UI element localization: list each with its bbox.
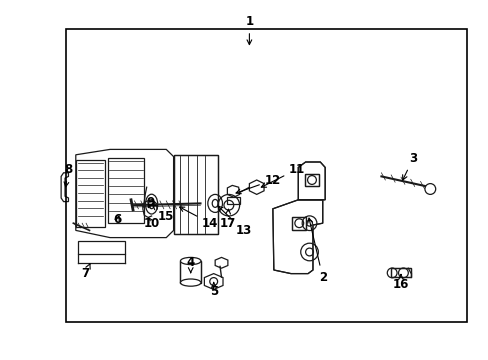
Text: 9: 9 — [146, 196, 154, 209]
Text: 16: 16 — [392, 275, 408, 291]
Text: 6: 6 — [113, 213, 121, 226]
Bar — [390, 268, 410, 277]
Bar — [76, 160, 105, 227]
Bar — [107, 158, 144, 223]
Ellipse shape — [180, 257, 201, 265]
Bar — [66, 29, 466, 322]
Bar — [173, 155, 217, 234]
Text: 5: 5 — [210, 282, 218, 298]
Text: 15: 15 — [152, 205, 174, 222]
Bar — [180, 261, 201, 283]
Polygon shape — [298, 162, 325, 200]
Polygon shape — [272, 200, 322, 274]
Text: 17: 17 — [219, 209, 235, 230]
Bar — [227, 197, 239, 204]
Text: 1: 1 — [245, 15, 253, 45]
Text: 3: 3 — [402, 152, 416, 180]
Text: 13: 13 — [218, 206, 251, 237]
Ellipse shape — [424, 184, 435, 194]
Ellipse shape — [180, 279, 201, 286]
Bar — [292, 217, 305, 230]
Text: 2: 2 — [307, 218, 326, 284]
Text: 14: 14 — [179, 207, 218, 230]
Text: 11: 11 — [261, 163, 305, 187]
Bar — [292, 217, 305, 230]
Bar — [305, 174, 318, 186]
Text: 10: 10 — [143, 217, 160, 230]
Text: 8: 8 — [64, 163, 72, 187]
Bar — [173, 155, 217, 234]
Bar — [305, 174, 318, 186]
Bar — [180, 261, 201, 283]
Bar — [390, 268, 410, 277]
Text: 12: 12 — [236, 174, 281, 194]
Text: 4: 4 — [186, 256, 194, 273]
Text: 7: 7 — [81, 264, 90, 280]
Bar — [78, 241, 124, 254]
